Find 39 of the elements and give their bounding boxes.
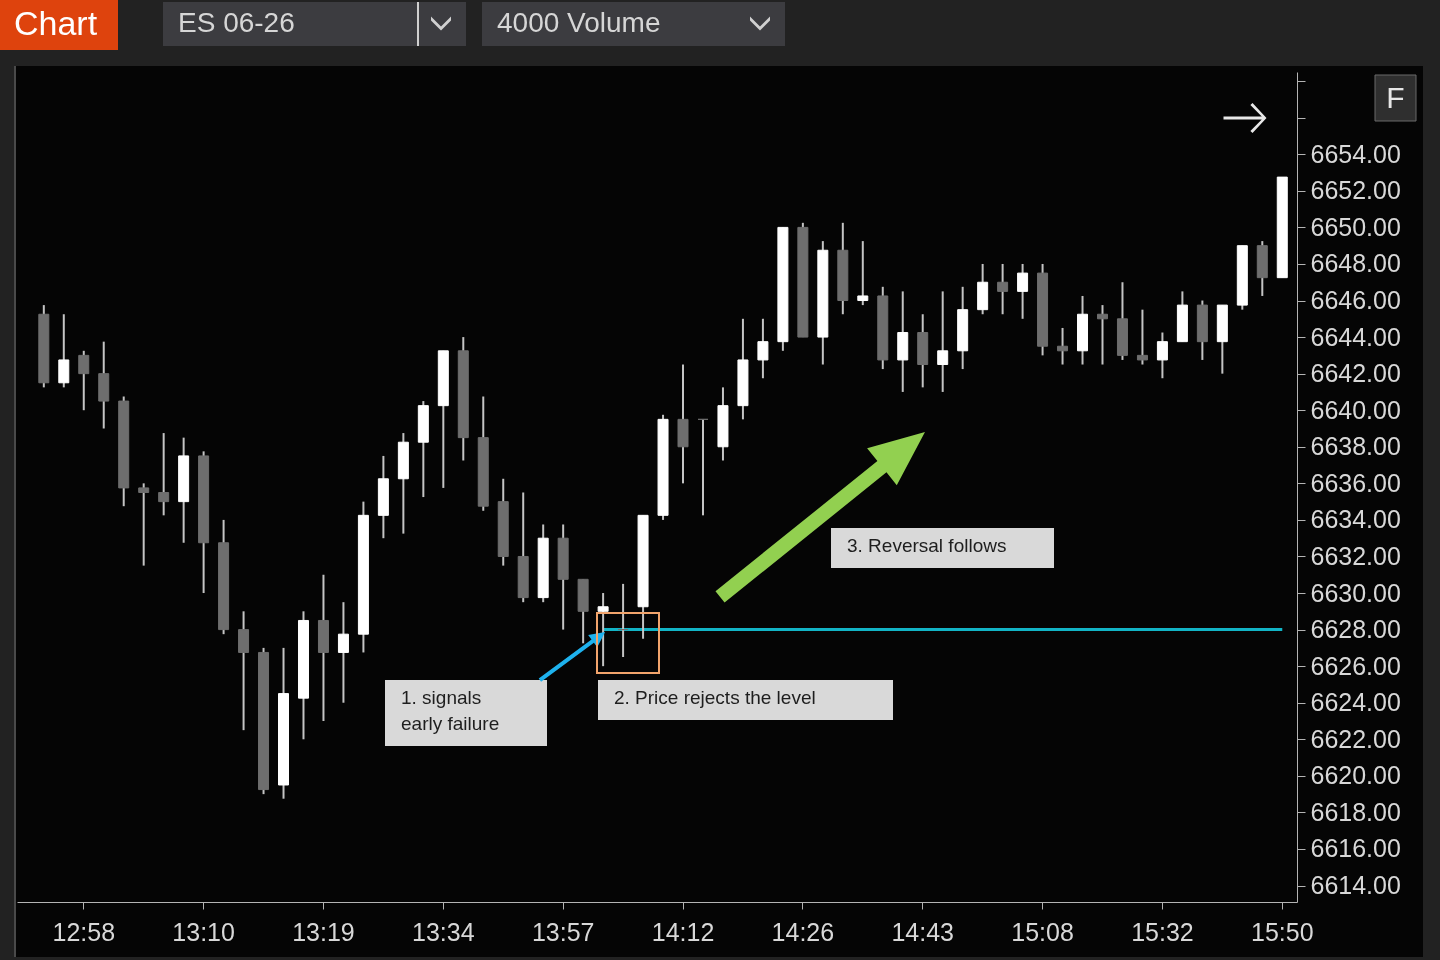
y-tick-label: 6614.00 bbox=[1310, 871, 1401, 900]
annotation: 2. Price rejects the level bbox=[614, 687, 816, 708]
y-tick-label: 6646.00 bbox=[1310, 286, 1401, 315]
y-tick-label: 6634.00 bbox=[1310, 505, 1401, 534]
y-tick-label: 6632.00 bbox=[1310, 541, 1401, 570]
y-tick-label: 6622.00 bbox=[1310, 724, 1401, 753]
x-tick-label: 13:10 bbox=[172, 917, 235, 946]
x-tick-label: 13:57 bbox=[531, 917, 595, 946]
x-tick-label: 12:58 bbox=[52, 917, 116, 946]
chart-title: ES 06-26 bbox=[178, 7, 295, 38]
y-tick-label: 6648.00 bbox=[1310, 249, 1401, 278]
x-tick-label: 13:34 bbox=[412, 917, 475, 946]
x-tick-label: 14:26 bbox=[771, 917, 835, 946]
y-tick-label: 6636.00 bbox=[1310, 468, 1401, 497]
y-tick-label: 6640.00 bbox=[1310, 395, 1401, 424]
y-tick-label: 6638.00 bbox=[1310, 432, 1401, 461]
y-tick-label: 6654.00 bbox=[1310, 139, 1401, 168]
y-tick-label: 6628.00 bbox=[1310, 615, 1401, 644]
y-tick-label: 6630.00 bbox=[1310, 578, 1401, 607]
x-tick-label: 14:43 bbox=[891, 917, 954, 946]
text: Chart bbox=[14, 4, 98, 42]
annotation: 3. Reversal follows bbox=[847, 535, 1007, 556]
x-tick-label: 14:12 bbox=[651, 917, 715, 946]
y-tick-label: 6644.00 bbox=[1310, 322, 1401, 351]
y-tick-label: 6626.00 bbox=[1310, 651, 1401, 680]
chart-subtitle: 4000 Volume bbox=[497, 7, 661, 38]
y-tick-label: 6642.00 bbox=[1310, 359, 1401, 388]
y-tick-label: 6650.00 bbox=[1310, 212, 1401, 241]
annotation: 1. signals early failure bbox=[401, 687, 500, 734]
x-tick-label: 15:08 bbox=[1011, 917, 1074, 946]
y-tick-label: 6652.00 bbox=[1310, 176, 1401, 205]
x-tick-label: 15:32 bbox=[1131, 917, 1194, 946]
y-tick-label: 6624.00 bbox=[1310, 688, 1401, 717]
y-tick-label: 6618.00 bbox=[1310, 797, 1401, 826]
text: F bbox=[1386, 81, 1405, 114]
y-tick-label: 6620.00 bbox=[1310, 761, 1401, 790]
x-tick-label: 13:19 bbox=[292, 917, 355, 946]
y-tick-label: 6616.00 bbox=[1310, 834, 1401, 863]
x-tick-label: 15:50 bbox=[1250, 917, 1314, 946]
